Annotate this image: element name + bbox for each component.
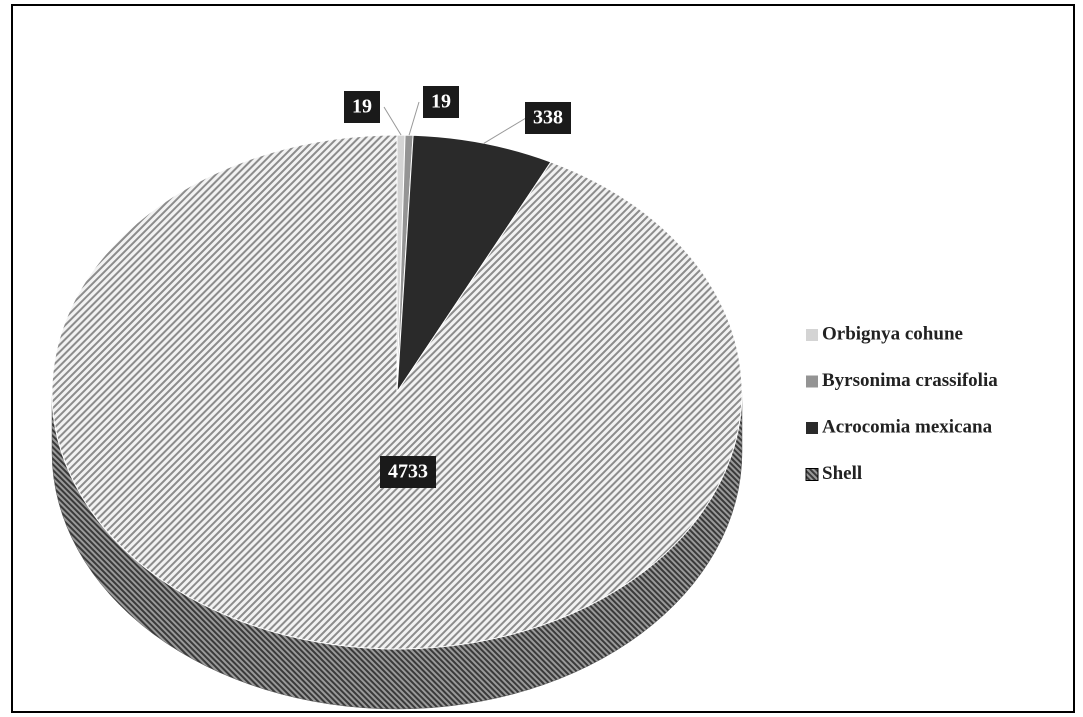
- legend-label: Orbignya cohune: [822, 323, 963, 344]
- data-label: 338: [525, 102, 571, 134]
- leader-line: [483, 117, 527, 144]
- legend-label: Byrsonima crassifolia: [822, 370, 998, 391]
- data-label-text: 4733: [388, 461, 428, 483]
- leader-line: [383, 106, 402, 136]
- data-label-box: [525, 102, 571, 134]
- legend-label: Acrocomia mexicana: [822, 416, 993, 437]
- data-label: 4733: [380, 456, 436, 488]
- data-label-text: 338: [533, 107, 563, 129]
- data-label-box: [380, 456, 436, 488]
- data-label: 19: [423, 86, 459, 118]
- data-label-text: 19: [352, 96, 372, 118]
- legend-swatch: [806, 422, 818, 434]
- data-label-box: [423, 86, 459, 118]
- slice: [51, 134, 743, 650]
- legend-swatch: [806, 329, 818, 341]
- legend-swatch: [806, 375, 818, 388]
- legend-label: Shell: [822, 463, 862, 484]
- data-label: 19: [344, 91, 380, 123]
- data-label-text: 19: [431, 91, 451, 113]
- leader-line: [408, 101, 420, 136]
- legend-swatch: [805, 468, 819, 481]
- slice: [396, 134, 552, 394]
- data-label-box: [344, 91, 380, 123]
